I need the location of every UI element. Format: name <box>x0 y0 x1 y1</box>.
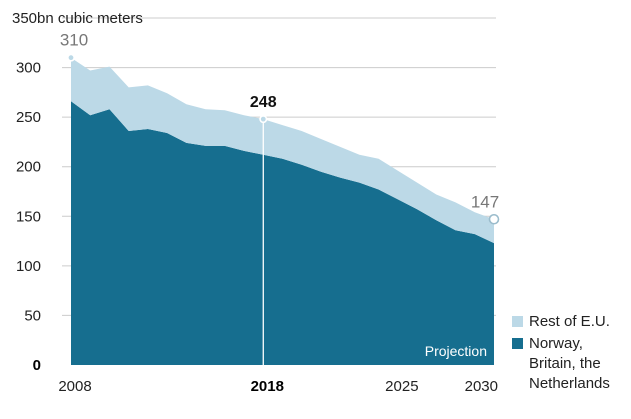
y-tick-label-200: 200 <box>16 159 41 176</box>
legend-item-norway-britain-netherlands: Norway, Britain, the Netherlands <box>512 334 630 394</box>
x-tick-label-2018: 2018 <box>251 378 284 395</box>
annotation-label-2018: 248 <box>250 94 277 111</box>
x-tick-label-2025: 2025 <box>385 378 418 395</box>
legend-swatch-norway-britain-netherlands <box>512 338 523 349</box>
x-axis-ticks: 2008 2018 2025 2030 <box>58 378 498 395</box>
annotation-point-2018 <box>259 115 268 124</box>
area-norway-britain-the-netherlands <box>71 101 494 366</box>
legend-item-rest-of-eu: Rest of E.U. <box>512 312 630 332</box>
area-rest-of-e-u- <box>71 57 494 244</box>
x-tick-label-2030: 2030 <box>465 378 498 395</box>
legend-label-rest-of-eu: Rest of E.U. <box>529 313 610 330</box>
y-tick-label-250: 250 <box>16 109 41 126</box>
y-tick-label-350: 350bn cubic meters <box>12 10 143 27</box>
annotation-label-2008: 310 <box>60 31 88 50</box>
annotations: 310 248 147 <box>60 31 500 225</box>
area-series <box>71 57 494 366</box>
legend-swatch-rest-of-eu <box>512 316 523 327</box>
annotation-point-2008 <box>67 53 76 62</box>
projection-label: Projection <box>425 343 487 359</box>
y-axis-ticks: 0 50 100 150 200 250 300 350bn cubic meters <box>12 10 143 374</box>
projection-overlay: Projection <box>262 119 487 365</box>
y-tick-label-0: 0 <box>33 357 41 374</box>
legend-label-norway-britain-netherlands: Norway, Britain, the Netherlands <box>529 335 610 392</box>
legend: Rest of E.U. Norway, Britain, the Nether… <box>512 312 630 396</box>
x-tick-label-2008: 2008 <box>58 378 91 395</box>
y-tick-label-100: 100 <box>16 258 41 275</box>
y-tick-label-300: 300 <box>16 60 41 77</box>
y-tick-label-50: 50 <box>24 307 41 324</box>
annotation-label-2030: 147 <box>471 192 499 211</box>
y-tick-label-150: 150 <box>16 208 41 225</box>
annotation-point-2030 <box>488 213 500 225</box>
